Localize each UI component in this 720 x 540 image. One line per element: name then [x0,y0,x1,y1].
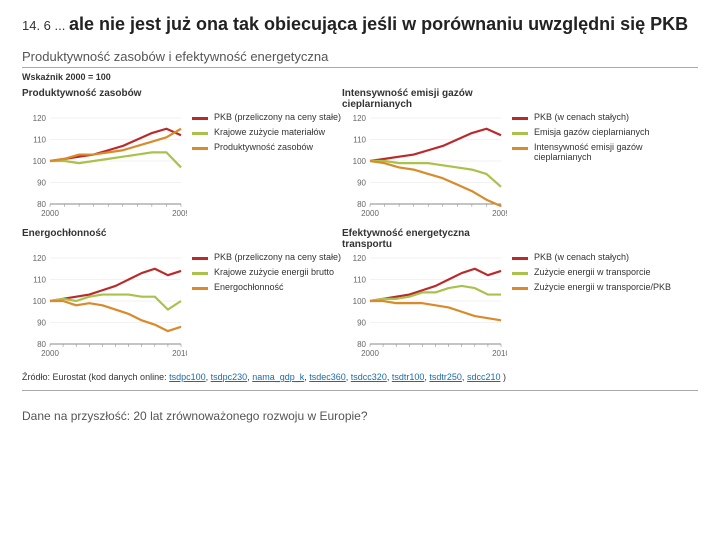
legend-item: Krajowe zużycie energii brutto [192,267,342,278]
legend-item: PKB (w cenach stałych) [512,252,682,263]
chart-br: 80 90 100 110 120 2000 2010 [342,252,507,362]
source-line: Źródło: Eurostat (kod danych online: tsd… [22,372,698,391]
legend-swatch [512,257,528,260]
legend-label: Krajowe zużycie energii brutto [214,267,334,278]
subtitle: Produktywność zasobów i efektywność ener… [22,49,698,68]
svg-text:80: 80 [37,340,46,349]
legend-swatch [192,287,208,290]
source-link[interactable]: tsdpc230 [211,372,248,382]
legend-item: Zużycie energii w transporcie/PKB [512,282,682,293]
svg-text:110: 110 [353,136,366,145]
header: 14. 6 ... ale nie jest już ona tak obiec… [22,14,698,35]
legend-item: Emisja gazów cieplarnianych [512,127,682,138]
source-link[interactable]: sdcc210 [467,372,501,382]
source-link[interactable]: tsdec360 [309,372,346,382]
legend-label: PKB (przeliczony na ceny stałe) [214,112,341,123]
svg-text:80: 80 [37,200,46,209]
svg-text:2009: 2009 [492,209,507,218]
chart-title-br: Efektywność energetyczna transportu [342,228,512,252]
source-link[interactable]: tsdtr250 [429,372,462,382]
svg-text:90: 90 [357,319,366,328]
source-link[interactable]: nama_gdp_k [252,372,304,382]
legend-tr: PKB (w cenach stałych) Emisja gazów ciepl… [512,112,682,222]
chart-tl: 80 90 100 110 120 2000 2009 [22,112,187,222]
legend-item: Energochłonność [192,282,342,293]
legend-label: Zużycie energii w transporcie [534,267,651,278]
source-link[interactable]: tsdcc320 [351,372,387,382]
source-prefix: Źródło: Eurostat (kod danych online: [22,372,169,382]
legend-label: PKB (w cenach stałych) [534,252,629,263]
legend-item: Krajowe zużycie materiałów [192,127,342,138]
legend-swatch [512,147,528,150]
legend-tl: PKB (przeliczony na ceny stałe) Krajowe z… [192,112,342,222]
legend-bl: PKB (przeliczony na ceny stałe) Krajowe z… [192,252,342,362]
source-links: tsdpc100, tsdpc230, nama_gdp_k, tsdec360… [169,372,500,382]
chart-title-tl: Produktywność zasobów [22,88,192,112]
svg-text:2009: 2009 [172,209,187,218]
svg-text:2000: 2000 [41,209,59,218]
legend-item: PKB (przeliczony na ceny stałe) [192,112,342,123]
legend-label: PKB (w cenach stałych) [534,112,629,123]
legend-item: PKB (przeliczony na ceny stałe) [192,252,342,263]
legend-swatch [512,132,528,135]
svg-text:100: 100 [353,157,367,166]
legend-swatch [512,117,528,120]
source-link[interactable]: tsdtr100 [392,372,425,382]
legend-label: Krajowe zużycie materiałów [214,127,325,138]
svg-text:90: 90 [37,319,46,328]
legend-swatch [192,117,208,120]
source-link[interactable]: tsdpc100 [169,372,206,382]
legend-swatch [512,272,528,275]
svg-text:120: 120 [33,114,47,123]
svg-text:2000: 2000 [361,349,379,358]
footer-text: Dane na przyszłość: 20 lat zrównoważoneg… [22,409,698,423]
legend-label: Energochłonność [214,282,284,293]
svg-text:110: 110 [353,276,366,285]
source-suffix: ) [503,372,506,382]
chart-title-tr: Intensywność emisji gazów cieplarnianych [342,88,512,112]
svg-text:120: 120 [353,254,367,263]
legend-swatch [192,132,208,135]
svg-text:2000: 2000 [361,209,379,218]
svg-text:2010: 2010 [172,349,187,358]
legend-item: Zużycie energii w transporcie [512,267,682,278]
legend-swatch [512,287,528,290]
svg-text:2010: 2010 [492,349,507,358]
legend-item: PKB (w cenach stałych) [512,112,682,123]
title-main: ale nie jest już ona tak obiecująca jeśl… [69,14,688,34]
legend-swatch [192,147,208,150]
chart-tr: 80 90 100 110 120 2000 2009 [342,112,507,222]
legend-br: PKB (w cenach stałych) Zużycie energii w … [512,252,682,362]
svg-text:2000: 2000 [41,349,59,358]
svg-text:120: 120 [33,254,47,263]
legend-item: Produktywność zasobów [192,142,342,153]
svg-text:100: 100 [353,297,367,306]
chart-title-bl: Energochłonność [22,228,192,252]
legend-label: Emisja gazów cieplarnianych [534,127,650,138]
index-note: Wskaźnik 2000 = 100 [22,72,698,82]
svg-text:100: 100 [33,297,47,306]
chart-bl: 80 90 100 110 120 2000 2010 [22,252,187,362]
svg-text:80: 80 [357,200,366,209]
svg-text:110: 110 [33,276,46,285]
legend-label: Zużycie energii w transporcie/PKB [534,282,671,293]
svg-text:80: 80 [357,340,366,349]
legend-label: Intensywność emisji gazów cieplarnianych [534,142,682,164]
title-number: 14. 6 ... [22,18,69,33]
legend-label: PKB (przeliczony na ceny stałe) [214,252,341,263]
legend-swatch [192,257,208,260]
svg-text:90: 90 [357,179,366,188]
charts-grid: Produktywność zasobów Intensywność emisj… [22,88,698,362]
legend-item: Intensywność emisji gazów cieplarnianych [512,142,682,164]
svg-text:90: 90 [37,179,46,188]
svg-text:110: 110 [33,136,46,145]
legend-swatch [192,272,208,275]
svg-text:120: 120 [353,114,367,123]
svg-text:100: 100 [33,157,47,166]
legend-label: Produktywność zasobów [214,142,313,153]
